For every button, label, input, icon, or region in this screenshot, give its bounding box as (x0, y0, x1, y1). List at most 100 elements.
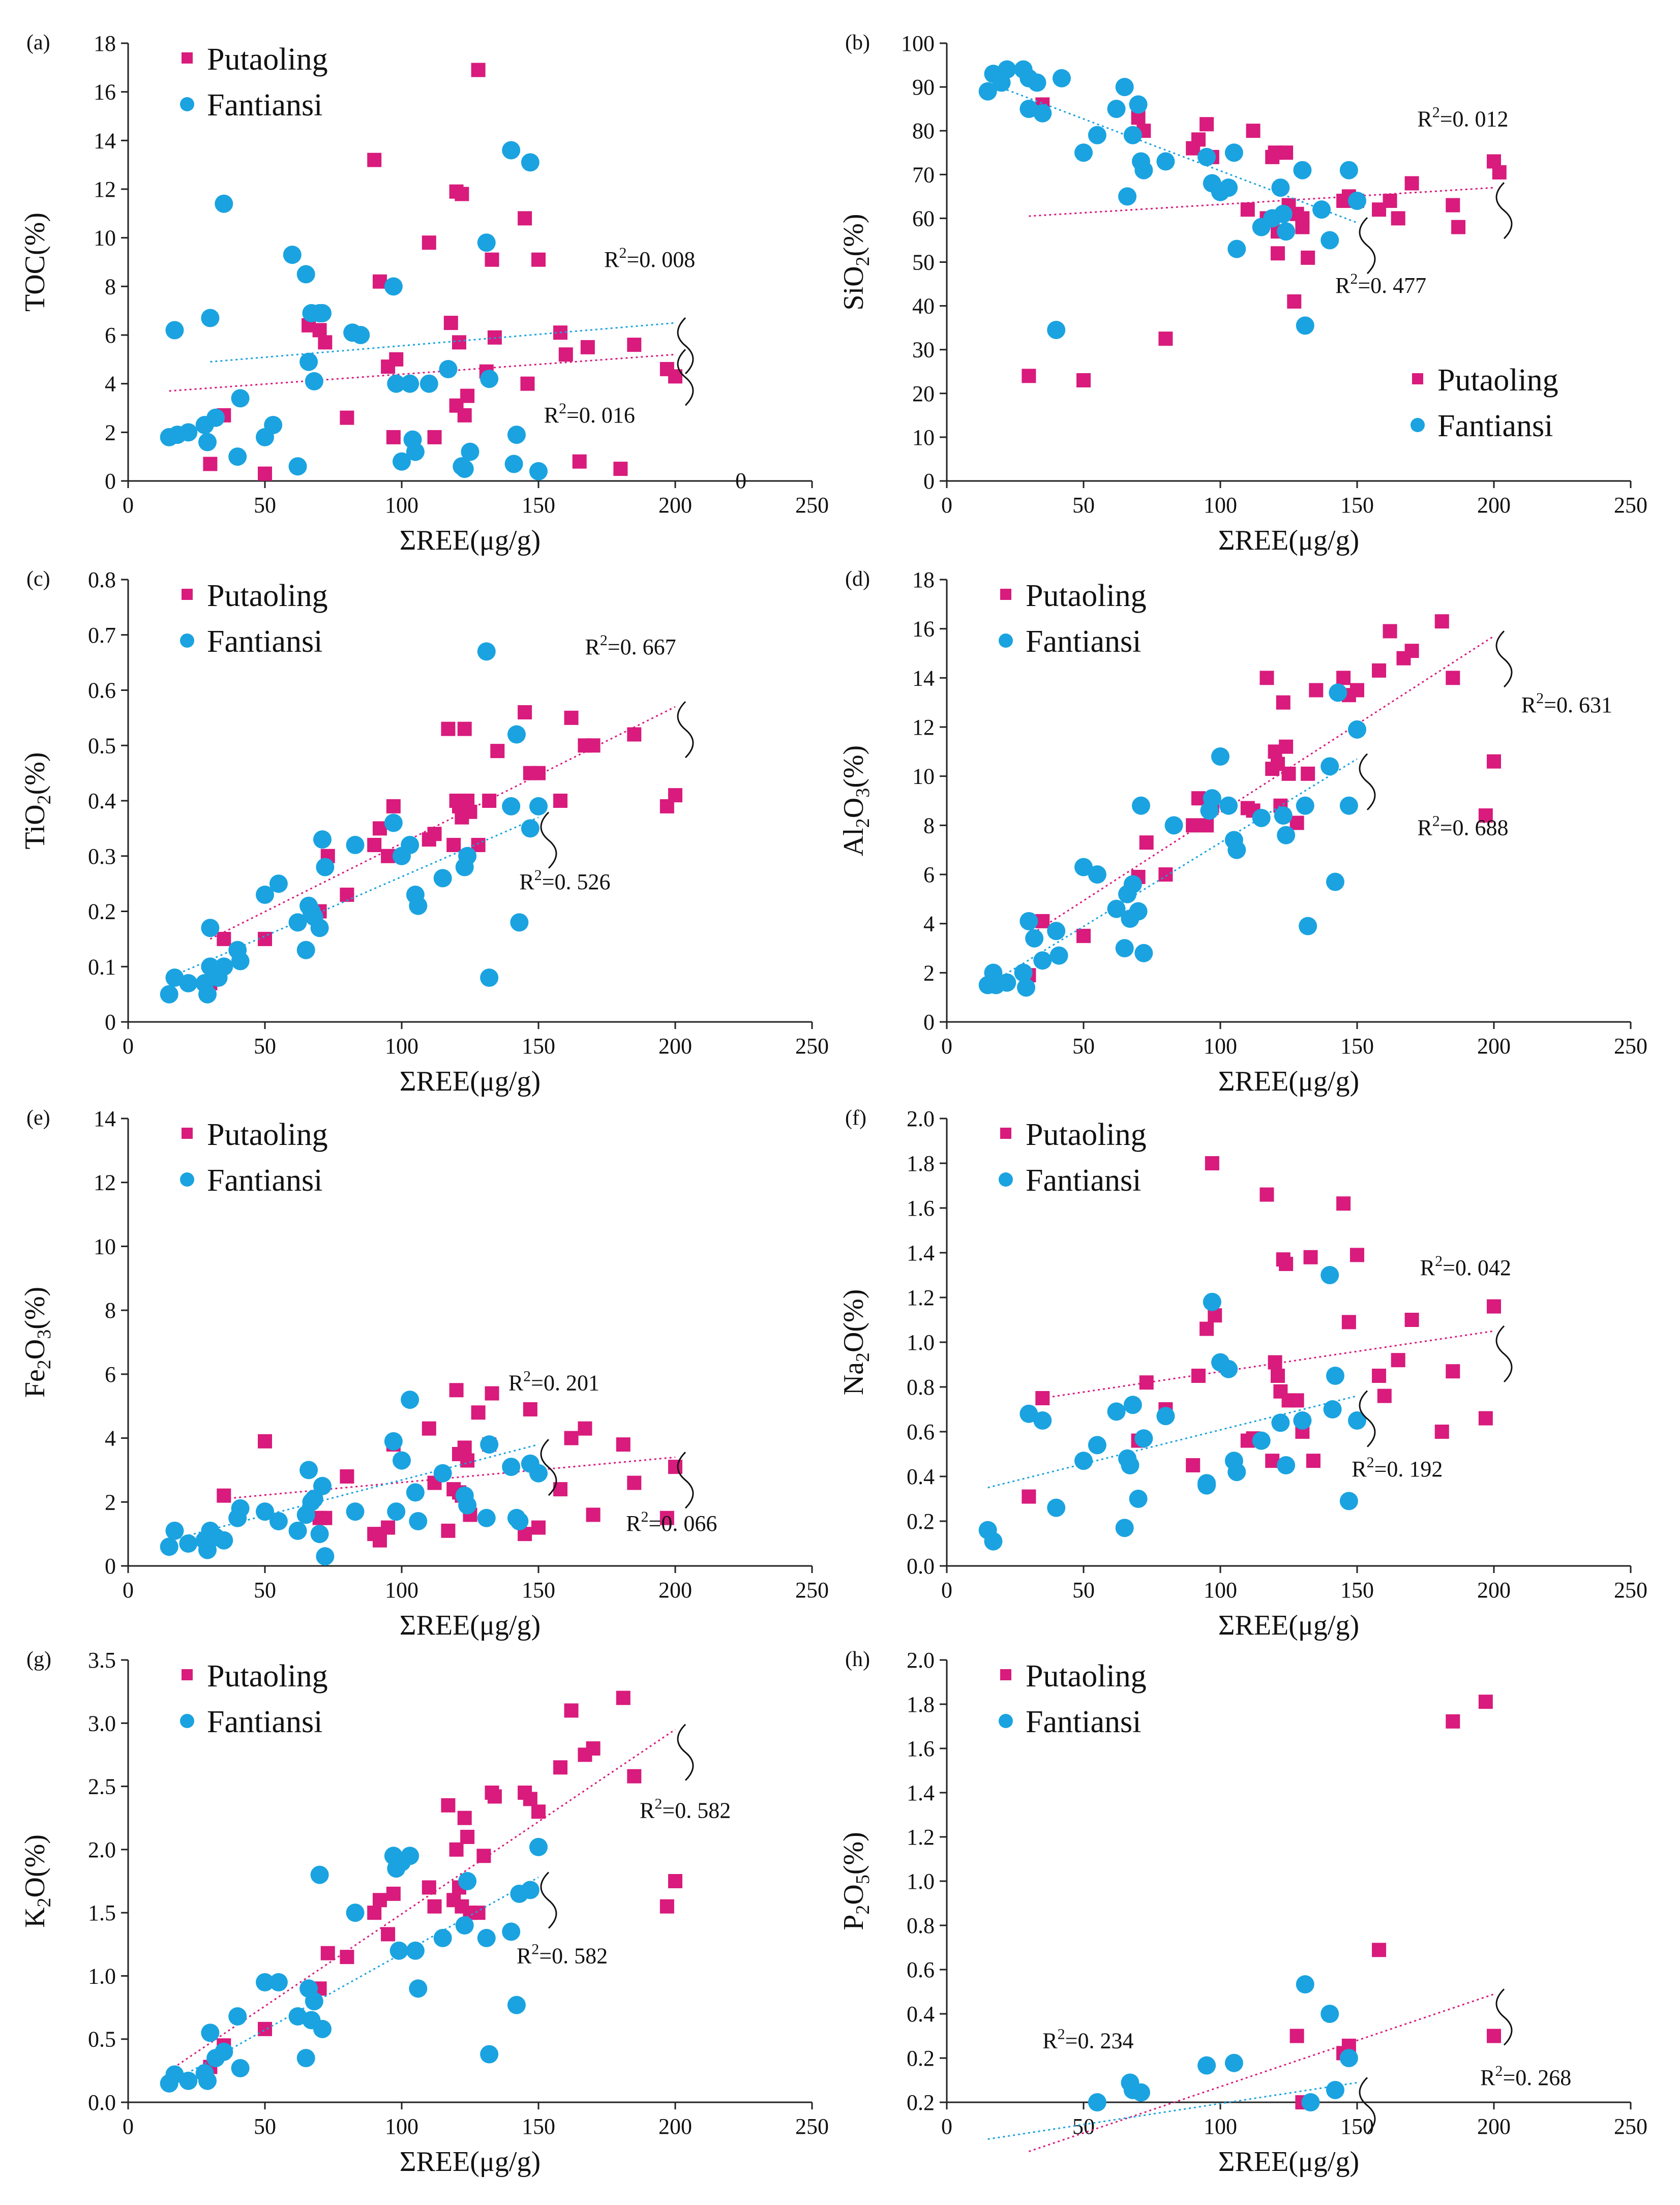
data-point (477, 642, 496, 661)
y-tick-label: 10 (94, 226, 116, 251)
data-point (510, 1512, 529, 1530)
data-point (386, 430, 401, 444)
data-point (1446, 671, 1460, 685)
data-point (367, 153, 382, 167)
legend-swatch-putaoling (182, 1669, 193, 1680)
data-point (316, 1547, 335, 1566)
data-point (1296, 316, 1314, 335)
x-tick-label: 0 (941, 493, 952, 518)
data-point (521, 1881, 539, 1899)
x-tick-label: 200 (658, 1578, 692, 1603)
r2-label: R2=0. 192 (1352, 1454, 1443, 1482)
panel-tag: (c) (26, 567, 50, 591)
r2-label: R2=0. 016 (544, 400, 635, 428)
data-point (1158, 867, 1173, 882)
x-tick-label: 200 (1477, 1034, 1511, 1059)
r2-label: R2=0. 008 (604, 245, 695, 272)
trend-line (1028, 1993, 1494, 2153)
y-tick-label: 0 (923, 469, 935, 494)
y-tick-label: 8 (105, 274, 116, 299)
data-point (318, 335, 333, 350)
x-tick-label: 200 (658, 1034, 692, 1059)
data-point (1186, 1458, 1201, 1472)
data-point (1047, 922, 1066, 941)
data-point (179, 423, 198, 442)
data-point (296, 2049, 315, 2067)
data-point (313, 830, 332, 849)
data-point (449, 1842, 464, 1857)
y-tick-label: 1.8 (907, 1151, 935, 1176)
y-tick-label: 50 (912, 250, 935, 275)
data-point (485, 252, 499, 267)
data-point (1383, 193, 1397, 208)
data-point (507, 1996, 526, 2014)
x-tick-label: 150 (1340, 1578, 1374, 1603)
data-point (1156, 152, 1175, 171)
y-tick-label: 6 (105, 323, 116, 348)
data-point (1336, 1196, 1351, 1211)
x-tick-label: 100 (385, 1578, 418, 1603)
x-tick-label: 250 (795, 1034, 829, 1059)
data-point (616, 1690, 631, 1705)
y-tick-label: 2.0 (88, 1837, 116, 1862)
data-point (1279, 145, 1294, 160)
y-tick-label: 0.1 (88, 954, 116, 979)
data-point (572, 454, 587, 469)
r2-label: R2=0. 582 (517, 1941, 608, 1969)
data-point (613, 462, 628, 476)
panel-tag: (h) (845, 1648, 870, 1671)
data-point (458, 847, 477, 865)
r2-label: R2=0. 234 (1042, 2026, 1133, 2053)
data-point (228, 447, 247, 466)
data-point (1268, 1355, 1282, 1370)
panel-b: 0 50 100 150 200 250 0 10 20 30 40 50 60 70 80 90 100 (b)… (838, 31, 1647, 556)
data-point (485, 1386, 499, 1401)
data-point (1312, 200, 1331, 219)
data-point (627, 338, 642, 352)
data-point (1321, 757, 1339, 776)
legend-swatch-fantiansi (180, 1714, 194, 1728)
data-point (401, 1391, 419, 1409)
data-point (1123, 1396, 1142, 1414)
panel-tag: (a) (26, 31, 50, 54)
data-point (449, 1383, 464, 1398)
r2-brace (677, 349, 694, 406)
data-point (1199, 117, 1214, 132)
legend-label: Putaoling (207, 579, 328, 613)
data-point (433, 1928, 452, 1947)
data-point (1074, 858, 1093, 877)
data-point (616, 1437, 631, 1452)
data-point (446, 838, 461, 852)
data-point (1273, 1384, 1288, 1399)
data-point (1134, 944, 1153, 962)
data-point (457, 1440, 472, 1455)
data-point (1074, 143, 1093, 162)
data-point (502, 141, 521, 160)
x-tick-label: 150 (1340, 1034, 1374, 1059)
data-point (553, 794, 568, 808)
data-point (476, 1849, 491, 1863)
series-putaoling: R2=0. 631 (1022, 614, 1612, 983)
y-tick-label: 1.6 (907, 1196, 935, 1221)
data-point (1339, 1492, 1358, 1511)
data-point (457, 721, 472, 736)
data-point (1028, 73, 1046, 92)
y-tick-label: 0.6 (907, 1419, 935, 1444)
data-point (1350, 683, 1364, 698)
data-point (1219, 178, 1238, 197)
data-point (1271, 1413, 1290, 1432)
y-tick-label: 40 (912, 294, 935, 319)
data-point (389, 1941, 408, 1960)
data-point (439, 359, 458, 378)
data-point (387, 1859, 406, 1878)
y-tick-label: 10 (912, 425, 935, 450)
data-point (1270, 1369, 1285, 1383)
data-point (346, 836, 365, 854)
data-point (1118, 187, 1137, 206)
data-point (1487, 2029, 1501, 2043)
y-tick-label: 1.0 (907, 1869, 935, 1894)
trend-line (168, 1729, 676, 2072)
data-point (1129, 1490, 1148, 1508)
data-point (256, 885, 274, 904)
